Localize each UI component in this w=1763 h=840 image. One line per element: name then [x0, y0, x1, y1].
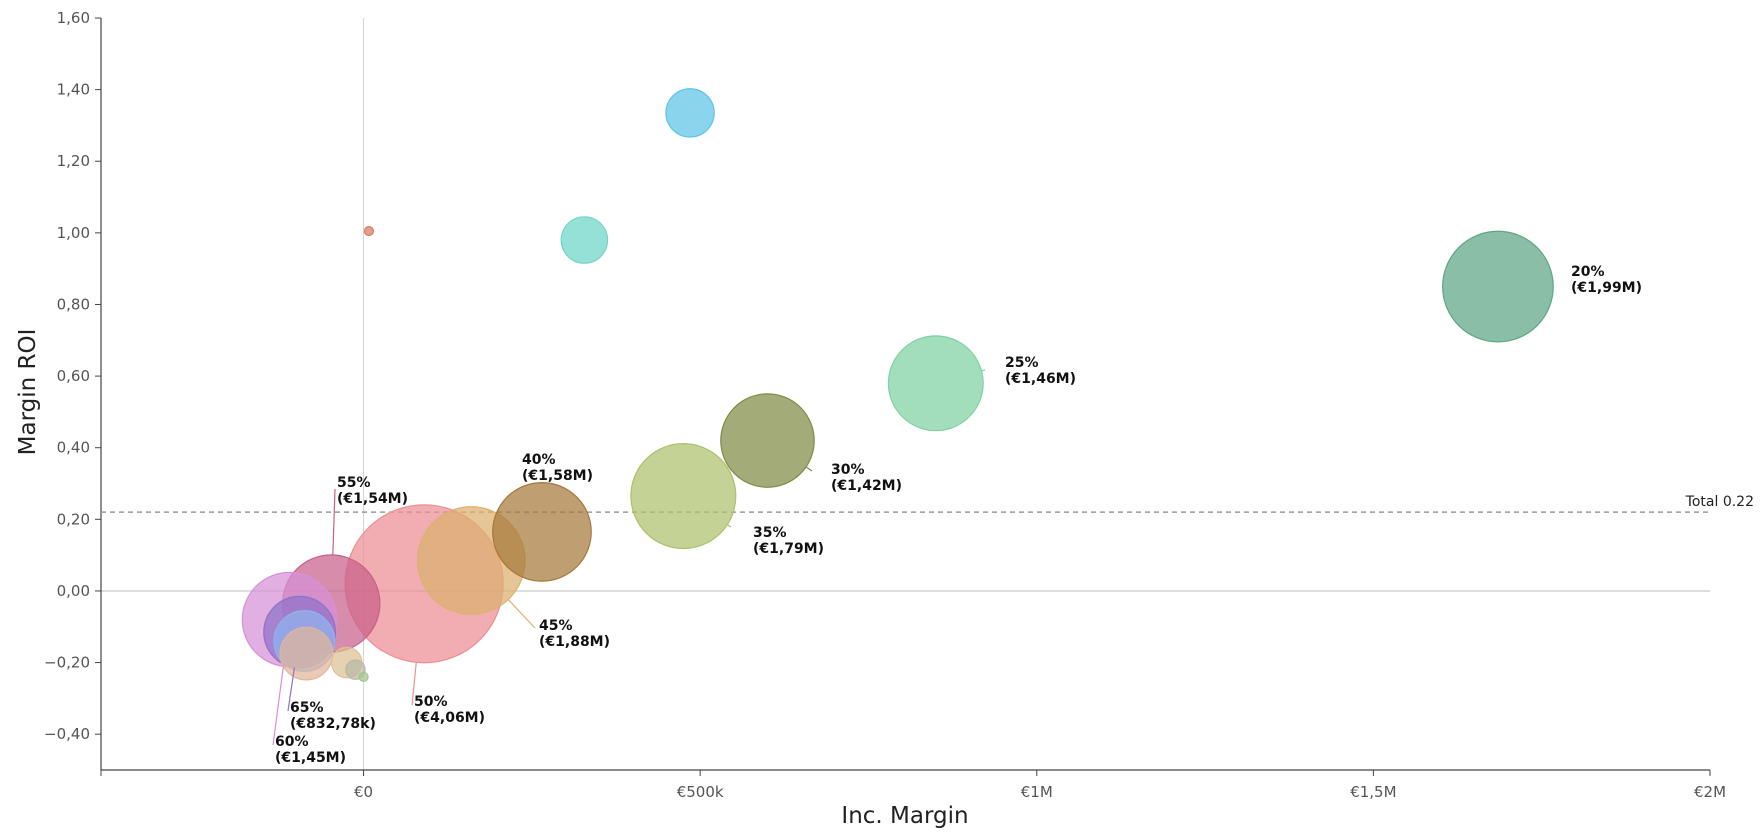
x-tick-label: €0 — [354, 783, 373, 801]
bubble-label: (€1,79M) — [753, 541, 824, 557]
axes: 1,60 1,40 1,20 1,00 0,80 0,60 0,40 0,20 0,00 −0,2… — [44, 9, 1754, 801]
x-tick-label: €500k — [677, 783, 724, 801]
bubble-label: (€1,46M) — [1005, 371, 1076, 387]
y-tick-label: −0,20 — [44, 654, 90, 672]
bubble-label: 45% — [539, 618, 573, 634]
bubble-label: (€1,99M) — [1571, 280, 1642, 296]
bubble-label: 30% — [831, 462, 865, 478]
data-bubble — [492, 481, 592, 582]
bubbles — [241, 88, 1554, 682]
y-tick-label: 1,40 — [57, 81, 90, 99]
y-tick-label: 0,20 — [57, 510, 90, 528]
bubble-label: (€1,54M) — [337, 491, 408, 507]
bubble-label: (€1,88M) — [539, 634, 610, 650]
bubble-label: 50% — [414, 694, 448, 710]
y-tick-label: 1,60 — [57, 9, 90, 27]
y-tick-label: 0,80 — [57, 295, 90, 313]
y-tick-label: −0,40 — [44, 725, 90, 743]
label-leader-line — [411, 662, 417, 706]
x-axis-title: Inc. Margin — [841, 803, 968, 829]
label-leader-line — [805, 466, 813, 472]
data-bubble — [363, 225, 375, 237]
data-bubble — [358, 671, 369, 682]
label-leader-line — [507, 599, 536, 629]
bubble-label: (€1,45M) — [275, 750, 346, 766]
data-bubble — [887, 335, 984, 432]
x-tick-label: €2M — [1694, 783, 1726, 801]
y-tick-label: 1,00 — [57, 224, 90, 242]
bubble-label: 40% — [522, 452, 556, 468]
x-tick-label: €1M — [1021, 783, 1053, 801]
data-bubble — [720, 393, 815, 488]
label-leader-line — [272, 666, 284, 746]
bubble-label: 65% — [290, 700, 324, 716]
bubble-label: 60% — [275, 734, 309, 750]
label-leader-line — [726, 524, 732, 528]
y-tick-label: 0,00 — [57, 582, 90, 600]
y-axis-title: Margin ROI — [15, 329, 41, 456]
bubble-label: 25% — [1005, 355, 1039, 371]
bubble-label: (€4,06M) — [414, 710, 485, 726]
label-leader-line — [332, 488, 336, 555]
bubble-label: (€1,42M) — [831, 478, 902, 494]
y-tick-label: 1,20 — [57, 152, 90, 170]
x-tick-label: €1,5M — [1350, 783, 1396, 801]
bubble-label: 55% — [337, 475, 371, 491]
bubble-labels: 20%(€1,99M)25%(€1,46M)30%(€1,42M)35%(€1,… — [272, 264, 1642, 766]
data-bubble — [279, 626, 334, 681]
data-bubble — [560, 216, 609, 264]
data-bubble — [630, 443, 737, 550]
bubble-label: 20% — [1571, 264, 1605, 280]
bubble-label: 35% — [753, 525, 787, 541]
y-tick-label: 0,60 — [57, 367, 90, 385]
bubble-label: (€1,58M) — [522, 468, 593, 484]
y-tick-label: 0,40 — [57, 439, 90, 457]
data-bubble — [1442, 230, 1554, 343]
total-reference-label: Total 0.22 — [1685, 494, 1754, 510]
data-bubble — [665, 88, 715, 138]
bubble-label: (€832,78k) — [290, 716, 376, 732]
label-leader-line — [287, 667, 295, 712]
label-leader-line — [981, 369, 986, 372]
